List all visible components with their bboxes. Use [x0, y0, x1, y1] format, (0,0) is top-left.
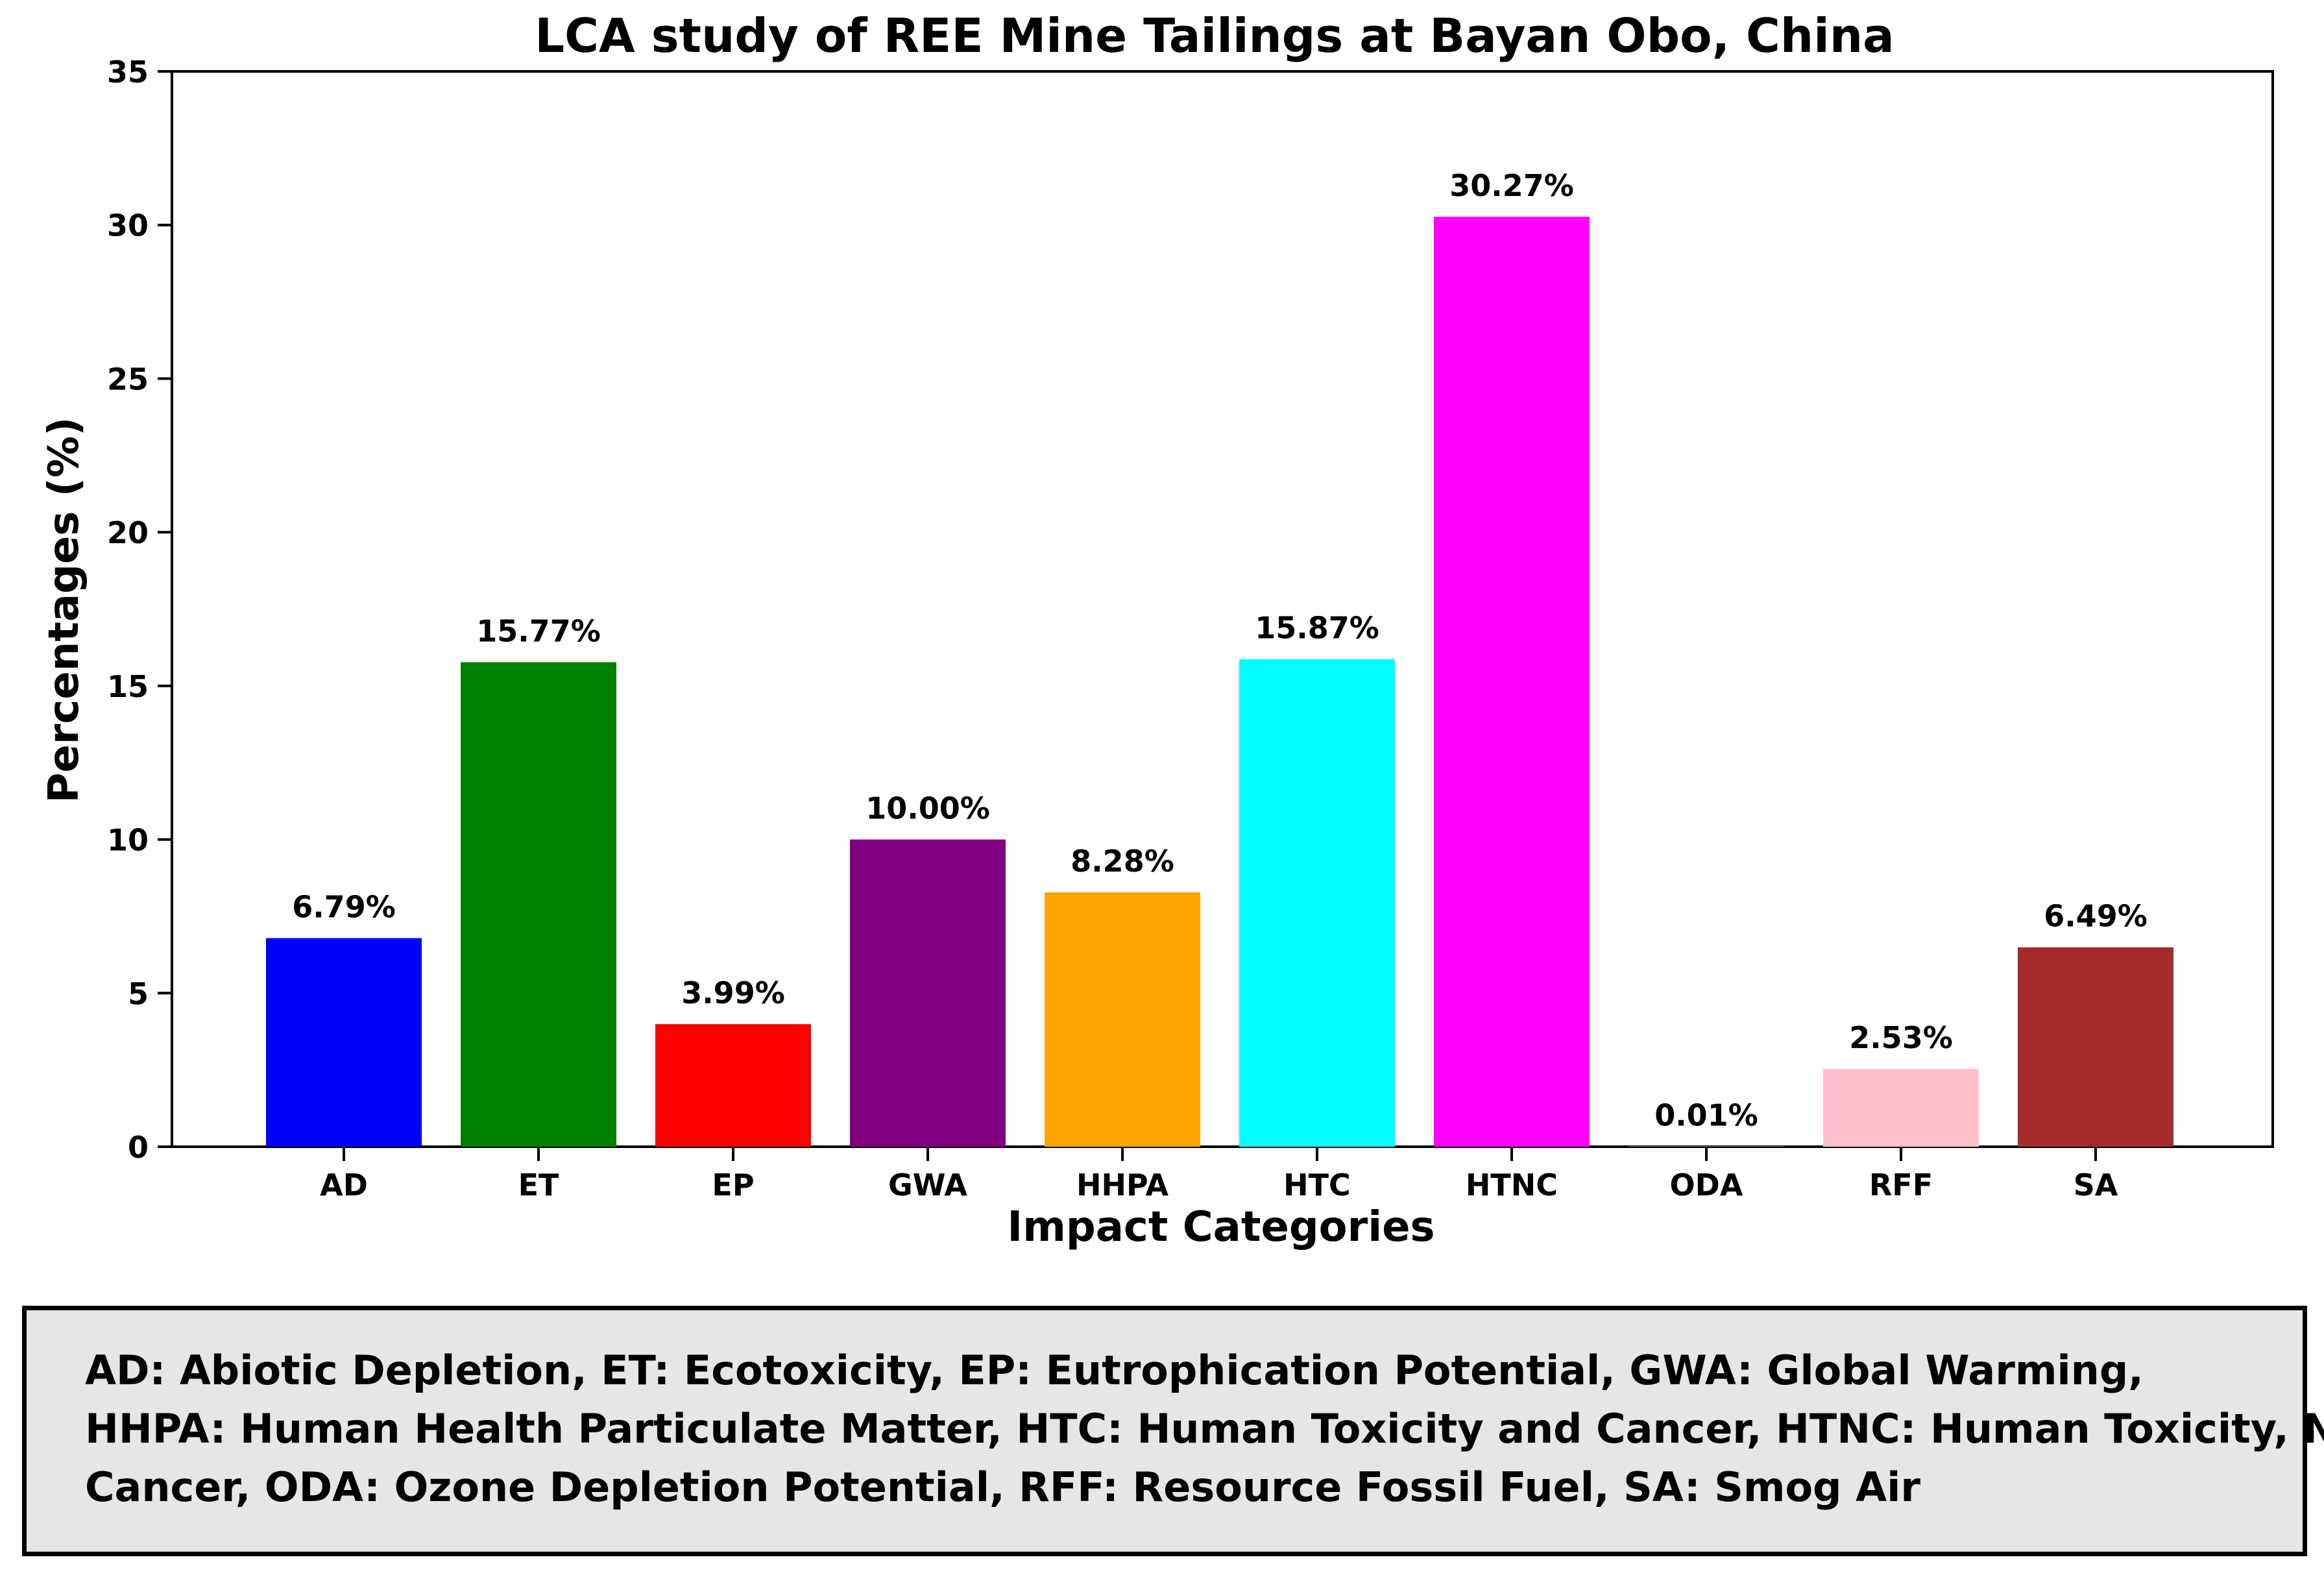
y-tick-label: 10: [107, 823, 149, 858]
data-label: 10.00%: [865, 791, 990, 826]
data-label: 3.99%: [681, 975, 785, 1010]
data-label: 2.53%: [1849, 1020, 1953, 1055]
data-label: 8.28%: [1071, 844, 1174, 879]
x-axis: AD ET EP GWA HHPA HTC HTNC ODA RFF SA: [320, 1147, 2118, 1203]
plot-area-frame: [171, 70, 2274, 1148]
bar-chart: LCA study of REE Mine Tailings at Bayan …: [40, 8, 2274, 1251]
x-tick-label: GWA: [888, 1167, 967, 1203]
legend-line: Cancer, ODA: Ozone Depletion Potential, …: [85, 1463, 1920, 1511]
x-tick-label: RFF: [1869, 1167, 1933, 1203]
bar-htc: [1239, 659, 1395, 1147]
bar-rff: [1823, 1069, 1979, 1147]
legend-line: AD: Abiotic Depletion, ET: Ecotoxicity, …: [85, 1347, 2144, 1394]
data-label: 0.01%: [1654, 1098, 1758, 1133]
data-label: 15.77%: [476, 613, 601, 648]
chart-title: LCA study of REE Mine Tailings at Bayan …: [535, 8, 1894, 63]
bar-htnc: [1434, 216, 1590, 1147]
y-tick-label: 30: [107, 208, 149, 243]
bar-ep: [655, 1024, 811, 1147]
x-tick-label: EP: [712, 1167, 754, 1203]
data-labels: 6.79% 15.77% 3.99% 10.00% 8.28% 15.87% 30.27% 0…: [292, 168, 2148, 1133]
x-axis-label: Impact Categories: [1007, 1203, 1434, 1251]
data-label: 30.27%: [1449, 168, 1574, 203]
legend-line: HHPA: Human Health Particulate Matter, H…: [85, 1405, 2324, 1452]
y-tick-label: 5: [128, 976, 149, 1011]
bar-sa: [2018, 947, 2173, 1147]
y-axis-label: Percentages (%): [40, 417, 88, 803]
y-tick-label: 35: [107, 55, 149, 90]
bar-gwa: [850, 839, 1006, 1147]
x-tick-label: HTNC: [1466, 1167, 1558, 1203]
bar-et: [461, 662, 616, 1147]
bar-series: [266, 216, 2173, 1147]
abbreviation-legend: AD: Abiotic Depletion, ET: Ecotoxicity, …: [22, 1306, 2324, 1556]
x-tick-label: ET: [518, 1167, 559, 1203]
y-tick-label: 15: [107, 669, 149, 704]
x-tick-label: HHPA: [1076, 1167, 1168, 1203]
y-tick-label: 0: [128, 1130, 149, 1165]
data-label: 6.79%: [292, 890, 396, 925]
x-tick-label: AD: [320, 1167, 368, 1203]
y-tick-label: 20: [107, 515, 149, 550]
data-label: 15.87%: [1255, 611, 1379, 646]
x-tick-label: HTC: [1283, 1167, 1351, 1203]
data-label: 6.49%: [2044, 899, 2148, 934]
bar-hhpa: [1045, 892, 1200, 1147]
y-tick-label: 25: [107, 361, 149, 397]
x-tick-label: ODA: [1670, 1167, 1743, 1203]
x-tick-label: SA: [2074, 1167, 2118, 1203]
bar-ad: [266, 938, 422, 1147]
y-axis: 0 5 10 15 20 25 30 35: [107, 55, 172, 1165]
